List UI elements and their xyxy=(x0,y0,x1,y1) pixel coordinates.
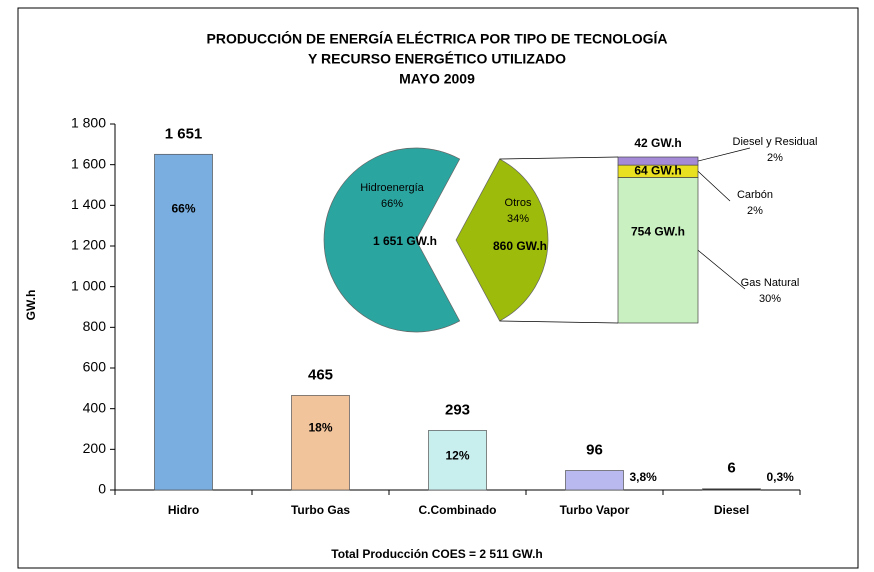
bar xyxy=(428,430,487,491)
y-tick-label: 1 400 xyxy=(71,196,106,212)
pie-category-label: Otros xyxy=(505,197,532,209)
leader-line xyxy=(697,249,746,290)
stack-value-label: 64 GW.h xyxy=(634,163,681,177)
x-tick-label: Turbo Gas xyxy=(291,503,350,517)
pie-category-label: Hidroenergía xyxy=(360,182,424,194)
x-tick-label: Diesel xyxy=(714,503,749,517)
leader-line xyxy=(697,147,751,162)
stack-value-label: 754 GW.h xyxy=(631,225,685,239)
bar-percent-label: 12% xyxy=(445,449,469,463)
y-axis-label: GW.h xyxy=(24,290,38,321)
pie-slice xyxy=(455,158,549,322)
bar xyxy=(291,395,350,491)
bar-percent-label: 3,8% xyxy=(630,470,658,484)
pie-slice xyxy=(323,147,461,333)
stack-segment xyxy=(617,177,699,324)
bar xyxy=(154,153,213,491)
bar-value-label: 6 xyxy=(727,460,735,477)
pie-percent-label: 34% xyxy=(507,213,529,225)
bar-value-label: 465 xyxy=(308,366,333,383)
y-tick-label: 1 200 xyxy=(71,237,106,253)
bar xyxy=(702,488,761,491)
pie-value-label: 1 651 GW.h xyxy=(373,234,437,248)
y-tick-label: 1 600 xyxy=(71,155,106,171)
x-tick-label: Hidro xyxy=(168,503,199,517)
y-tick-label: 1 000 xyxy=(71,277,106,293)
x-tick-label: C.Combinado xyxy=(419,503,497,517)
connector xyxy=(499,320,619,324)
stack-category-label: Diesel y Residual xyxy=(733,136,818,148)
chart-title: Y RECURSO ENERGÉTICO UTILIZADO xyxy=(308,51,566,67)
y-tick-label: 600 xyxy=(83,359,107,375)
leader-line xyxy=(697,171,731,202)
bar-percent-label: 18% xyxy=(308,421,332,435)
pie-value-label: 860 GW.h xyxy=(493,239,547,253)
y-tick-label: 1 800 xyxy=(71,115,106,131)
bar-value-label: 96 xyxy=(586,441,603,458)
chart-title: MAYO 2009 xyxy=(399,71,475,87)
stack-percent-label: 2% xyxy=(767,152,783,164)
stack-percent-label: 2% xyxy=(747,205,763,217)
stack-category-label: Carbón xyxy=(737,189,773,201)
y-tick-label: 400 xyxy=(83,399,107,415)
stack-percent-label: 30% xyxy=(759,293,781,305)
stack-category-label: Gas Natural xyxy=(741,277,800,289)
bar-value-label: 293 xyxy=(445,401,470,418)
y-tick-label: 800 xyxy=(83,318,107,334)
y-tick-label: 200 xyxy=(83,440,107,456)
footer: Total Producción COES = 2 511 GW.h xyxy=(331,547,543,561)
x-tick-label: Turbo Vapor xyxy=(560,503,630,517)
stack-value-label: 42 GW.h xyxy=(634,136,681,150)
chart-title: PRODUCCIÓN DE ENERGÍA ELÉCTRICA POR TIPO… xyxy=(207,30,668,47)
pie-percent-label: 66% xyxy=(381,198,403,210)
connector xyxy=(499,156,619,160)
bar-value-label: 1 651 xyxy=(165,125,203,142)
y-tick-label: 0 xyxy=(98,481,106,497)
bar xyxy=(565,470,624,491)
bar-percent-label: 0,3% xyxy=(767,470,795,484)
bar-percent-label: 66% xyxy=(171,201,195,215)
